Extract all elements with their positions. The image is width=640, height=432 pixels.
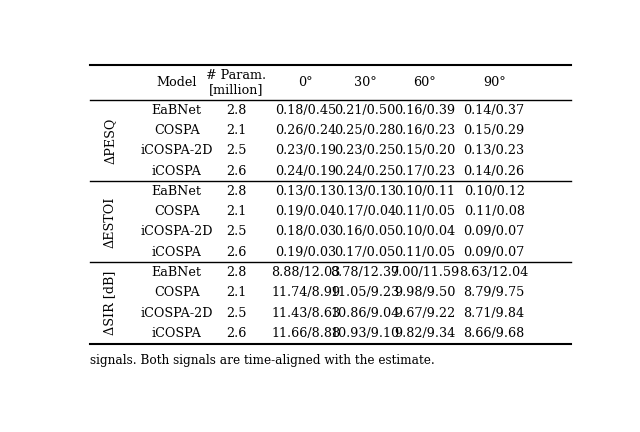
Text: 0°: 0° bbox=[298, 76, 313, 89]
Text: 2.5: 2.5 bbox=[226, 144, 246, 157]
Text: 8.71/9.84: 8.71/9.84 bbox=[463, 307, 525, 320]
Text: 10.93/9.10: 10.93/9.10 bbox=[331, 327, 400, 340]
Text: 0.10/0.11: 0.10/0.11 bbox=[394, 185, 455, 198]
Text: 0.16/0.39: 0.16/0.39 bbox=[394, 104, 455, 117]
Text: 0.19/0.04: 0.19/0.04 bbox=[275, 205, 336, 218]
Text: 0.19/0.03: 0.19/0.03 bbox=[275, 246, 336, 259]
Text: 0.14/0.37: 0.14/0.37 bbox=[463, 104, 525, 117]
Text: 2.6: 2.6 bbox=[226, 246, 246, 259]
Text: ΔESTOI: ΔESTOI bbox=[103, 196, 116, 248]
Text: 2.6: 2.6 bbox=[226, 327, 246, 340]
Text: 0.13/0.13: 0.13/0.13 bbox=[275, 185, 336, 198]
Text: 8.66/9.68: 8.66/9.68 bbox=[463, 327, 525, 340]
Text: 0.24/0.19: 0.24/0.19 bbox=[275, 165, 336, 178]
Text: iCOSPA-2D: iCOSPA-2D bbox=[140, 226, 213, 238]
Text: Model: Model bbox=[156, 76, 197, 89]
Text: 8.88/12.03: 8.88/12.03 bbox=[271, 266, 340, 279]
Text: 0.17/0.23: 0.17/0.23 bbox=[394, 165, 455, 178]
Text: 0.10/0.12: 0.10/0.12 bbox=[463, 185, 525, 198]
Text: 0.17/0.05: 0.17/0.05 bbox=[335, 246, 396, 259]
Text: COSPA: COSPA bbox=[154, 286, 200, 299]
Text: ΔPESQ: ΔPESQ bbox=[103, 118, 116, 164]
Text: EaBNet: EaBNet bbox=[152, 104, 202, 117]
Text: 2.8: 2.8 bbox=[226, 104, 246, 117]
Text: 2.8: 2.8 bbox=[226, 185, 246, 198]
Text: iCOSPA: iCOSPA bbox=[152, 246, 202, 259]
Text: 11.66/8.88: 11.66/8.88 bbox=[271, 327, 340, 340]
Text: 0.15/0.20: 0.15/0.20 bbox=[394, 144, 455, 157]
Text: 0.26/0.24: 0.26/0.24 bbox=[275, 124, 336, 137]
Text: iCOSPA-2D: iCOSPA-2D bbox=[140, 307, 213, 320]
Text: 0.25/0.28: 0.25/0.28 bbox=[335, 124, 396, 137]
Text: EaBNet: EaBNet bbox=[152, 185, 202, 198]
Text: 0.23/0.19: 0.23/0.19 bbox=[275, 144, 336, 157]
Text: 0.11/0.05: 0.11/0.05 bbox=[394, 246, 455, 259]
Text: iCOSPA: iCOSPA bbox=[152, 327, 202, 340]
Text: 0.13/0.23: 0.13/0.23 bbox=[463, 144, 525, 157]
Text: 0.09/0.07: 0.09/0.07 bbox=[463, 246, 525, 259]
Text: 11.43/8.63: 11.43/8.63 bbox=[271, 307, 340, 320]
Text: 11.74/8.99: 11.74/8.99 bbox=[271, 286, 340, 299]
Text: 60°: 60° bbox=[413, 76, 436, 89]
Text: 9.00/11.59: 9.00/11.59 bbox=[390, 266, 460, 279]
Text: 0.13/0.13: 0.13/0.13 bbox=[335, 185, 396, 198]
Text: 2.8: 2.8 bbox=[226, 266, 246, 279]
Text: 0.18/0.03: 0.18/0.03 bbox=[275, 226, 336, 238]
Text: 0.11/0.05: 0.11/0.05 bbox=[394, 205, 455, 218]
Text: 0.21/0.50: 0.21/0.50 bbox=[335, 104, 396, 117]
Text: 0.14/0.26: 0.14/0.26 bbox=[463, 165, 525, 178]
Text: signals. Both signals are time-aligned with the estimate.: signals. Both signals are time-aligned w… bbox=[90, 353, 435, 366]
Text: 0.18/0.45: 0.18/0.45 bbox=[275, 104, 336, 117]
Text: 2.1: 2.1 bbox=[226, 124, 246, 137]
Text: 90°: 90° bbox=[483, 76, 506, 89]
Text: iCOSPA: iCOSPA bbox=[152, 165, 202, 178]
Text: 0.16/0.23: 0.16/0.23 bbox=[394, 124, 455, 137]
Text: 0.11/0.08: 0.11/0.08 bbox=[463, 205, 525, 218]
Text: 9.98/9.50: 9.98/9.50 bbox=[394, 286, 456, 299]
Text: 9.82/9.34: 9.82/9.34 bbox=[394, 327, 455, 340]
Text: 11.05/9.23: 11.05/9.23 bbox=[331, 286, 400, 299]
Text: 2.6: 2.6 bbox=[226, 165, 246, 178]
Text: 8.79/9.75: 8.79/9.75 bbox=[463, 286, 525, 299]
Text: COSPA: COSPA bbox=[154, 205, 200, 218]
Text: 0.16/0.05: 0.16/0.05 bbox=[335, 226, 396, 238]
Text: 2.5: 2.5 bbox=[226, 226, 246, 238]
Text: 2.1: 2.1 bbox=[226, 205, 246, 218]
Text: 2.5: 2.5 bbox=[226, 307, 246, 320]
Text: 8.78/12.37: 8.78/12.37 bbox=[331, 266, 400, 279]
Text: 0.15/0.29: 0.15/0.29 bbox=[463, 124, 525, 137]
Text: 0.17/0.04: 0.17/0.04 bbox=[335, 205, 396, 218]
Text: 9.67/9.22: 9.67/9.22 bbox=[394, 307, 455, 320]
Text: ΔSIR [dB]: ΔSIR [dB] bbox=[103, 271, 116, 335]
Text: 30°: 30° bbox=[354, 76, 376, 89]
Text: COSPA: COSPA bbox=[154, 124, 200, 137]
Text: 0.23/0.25: 0.23/0.25 bbox=[335, 144, 396, 157]
Text: 0.09/0.07: 0.09/0.07 bbox=[463, 226, 525, 238]
Text: EaBNet: EaBNet bbox=[152, 266, 202, 279]
Text: 0.24/0.25: 0.24/0.25 bbox=[335, 165, 396, 178]
Text: iCOSPA-2D: iCOSPA-2D bbox=[140, 144, 213, 157]
Text: # Param.
[million]: # Param. [million] bbox=[206, 69, 266, 97]
Text: 0.10/0.04: 0.10/0.04 bbox=[394, 226, 455, 238]
Text: 2.1: 2.1 bbox=[226, 286, 246, 299]
Text: 10.86/9.04: 10.86/9.04 bbox=[331, 307, 400, 320]
Text: 8.63/12.04: 8.63/12.04 bbox=[460, 266, 529, 279]
